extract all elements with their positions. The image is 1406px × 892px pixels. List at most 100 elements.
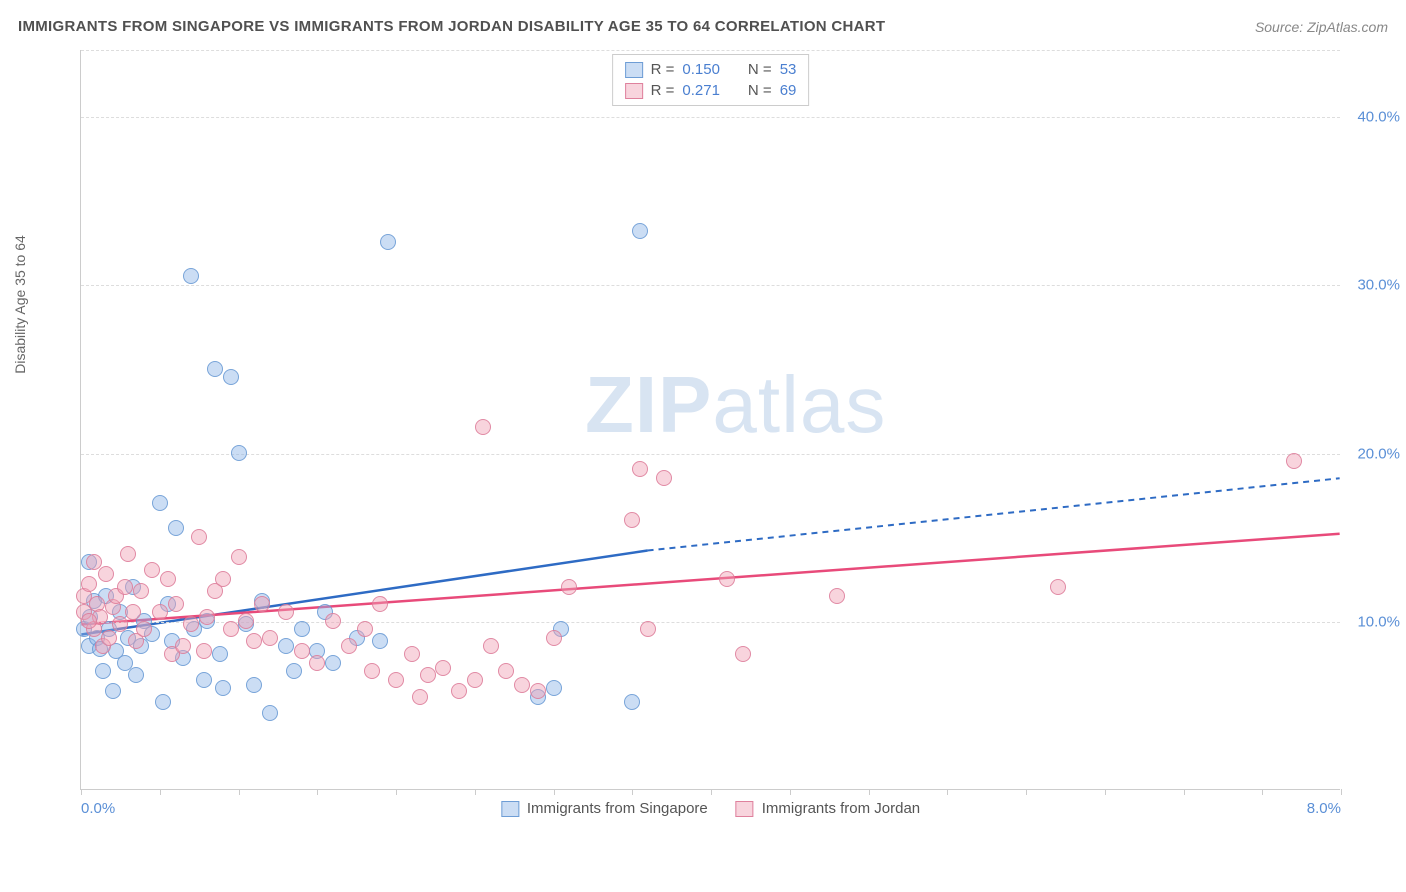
- legend-swatch: [501, 801, 519, 817]
- scatter-point: [372, 596, 388, 612]
- header-bar: IMMIGRANTS FROM SINGAPORE VS IMMIGRANTS …: [18, 18, 1388, 35]
- r-label: R =: [651, 61, 675, 78]
- x-tick-mark: [475, 789, 476, 795]
- scatter-point: [341, 638, 357, 654]
- scatter-point: [105, 683, 121, 699]
- scatter-point: [117, 579, 133, 595]
- scatter-point: [286, 663, 302, 679]
- scatter-point: [451, 683, 467, 699]
- scatter-point: [183, 268, 199, 284]
- scatter-point: [223, 369, 239, 385]
- scatter-point: [624, 694, 640, 710]
- x-tick-label: 0.0%: [81, 800, 115, 817]
- plot-region: ZIPatlas R =0.150N =53R =0.271N =69 Immi…: [80, 50, 1340, 790]
- scatter-point: [719, 571, 735, 587]
- scatter-point: [364, 663, 380, 679]
- x-tick-mark: [160, 789, 161, 795]
- scatter-point: [278, 604, 294, 620]
- x-tick-mark: [317, 789, 318, 795]
- scatter-point: [380, 234, 396, 250]
- x-tick-mark: [1341, 789, 1342, 795]
- scatter-point: [325, 613, 341, 629]
- scatter-point: [207, 361, 223, 377]
- n-value: 69: [780, 82, 797, 99]
- gridline: [81, 622, 1340, 623]
- scatter-point: [467, 672, 483, 688]
- scatter-point: [404, 646, 420, 662]
- scatter-point: [561, 579, 577, 595]
- scatter-point: [231, 549, 247, 565]
- scatter-point: [309, 655, 325, 671]
- scatter-point: [357, 621, 373, 637]
- scatter-point: [199, 609, 215, 625]
- legend-swatch: [625, 83, 643, 99]
- scatter-point: [372, 633, 388, 649]
- legend-swatch: [736, 801, 754, 817]
- scatter-point: [294, 643, 310, 659]
- source-label: Source: ZipAtlas.com: [1255, 19, 1388, 35]
- scatter-point: [215, 571, 231, 587]
- scatter-point: [101, 630, 117, 646]
- scatter-point: [498, 663, 514, 679]
- gridline: [81, 50, 1340, 51]
- scatter-point: [420, 667, 436, 683]
- x-tick-mark: [869, 789, 870, 795]
- scatter-point: [196, 672, 212, 688]
- x-tick-mark: [632, 789, 633, 795]
- x-tick-mark: [1026, 789, 1027, 795]
- scatter-point: [278, 638, 294, 654]
- gridline: [81, 454, 1340, 455]
- scatter-point: [412, 689, 428, 705]
- scatter-point: [262, 705, 278, 721]
- legend-item: Immigrants from Singapore: [501, 800, 708, 817]
- x-tick-mark: [81, 789, 82, 795]
- scatter-point: [155, 694, 171, 710]
- x-tick-mark: [1184, 789, 1185, 795]
- scatter-point: [144, 562, 160, 578]
- scatter-point: [175, 638, 191, 654]
- legend-row: R =0.150N =53: [625, 59, 797, 80]
- r-value: 0.150: [682, 61, 720, 78]
- scatter-point: [183, 616, 199, 632]
- gridline: [81, 285, 1340, 286]
- legend-row: R =0.271N =69: [625, 80, 797, 101]
- scatter-point: [152, 495, 168, 511]
- scatter-point: [246, 633, 262, 649]
- x-tick-mark: [1262, 789, 1263, 795]
- scatter-point: [223, 621, 239, 637]
- scatter-point: [215, 680, 231, 696]
- x-tick-label: 8.0%: [1307, 800, 1341, 817]
- scatter-point: [168, 596, 184, 612]
- watermark-thin: atlas: [712, 360, 886, 449]
- scatter-point: [656, 470, 672, 486]
- scatter-point: [128, 667, 144, 683]
- scatter-point: [125, 604, 141, 620]
- scatter-point: [1286, 453, 1302, 469]
- scatter-point: [388, 672, 404, 688]
- scatter-point: [160, 571, 176, 587]
- legend-label: Immigrants from Jordan: [762, 800, 920, 817]
- scatter-point: [95, 663, 111, 679]
- legend-swatch: [625, 62, 643, 78]
- y-tick-label: 30.0%: [1357, 277, 1400, 294]
- chart-title: IMMIGRANTS FROM SINGAPORE VS IMMIGRANTS …: [18, 18, 885, 35]
- scatter-point: [262, 630, 278, 646]
- y-tick-label: 10.0%: [1357, 613, 1400, 630]
- scatter-point: [136, 621, 152, 637]
- scatter-point: [475, 419, 491, 435]
- scatter-point: [254, 596, 270, 612]
- legend-series: Immigrants from Singapore Immigrants from…: [501, 800, 920, 817]
- watermark-bold: ZIP: [585, 360, 712, 449]
- legend-item: Immigrants from Jordan: [736, 800, 920, 817]
- y-tick-label: 40.0%: [1357, 109, 1400, 126]
- scatter-point: [735, 646, 751, 662]
- scatter-point: [191, 529, 207, 545]
- x-tick-mark: [947, 789, 948, 795]
- scatter-point: [81, 613, 97, 629]
- x-tick-mark: [554, 789, 555, 795]
- scatter-point: [624, 512, 640, 528]
- scatter-point: [81, 576, 97, 592]
- scatter-point: [640, 621, 656, 637]
- trendlines-svg: [81, 50, 1340, 789]
- x-tick-mark: [790, 789, 791, 795]
